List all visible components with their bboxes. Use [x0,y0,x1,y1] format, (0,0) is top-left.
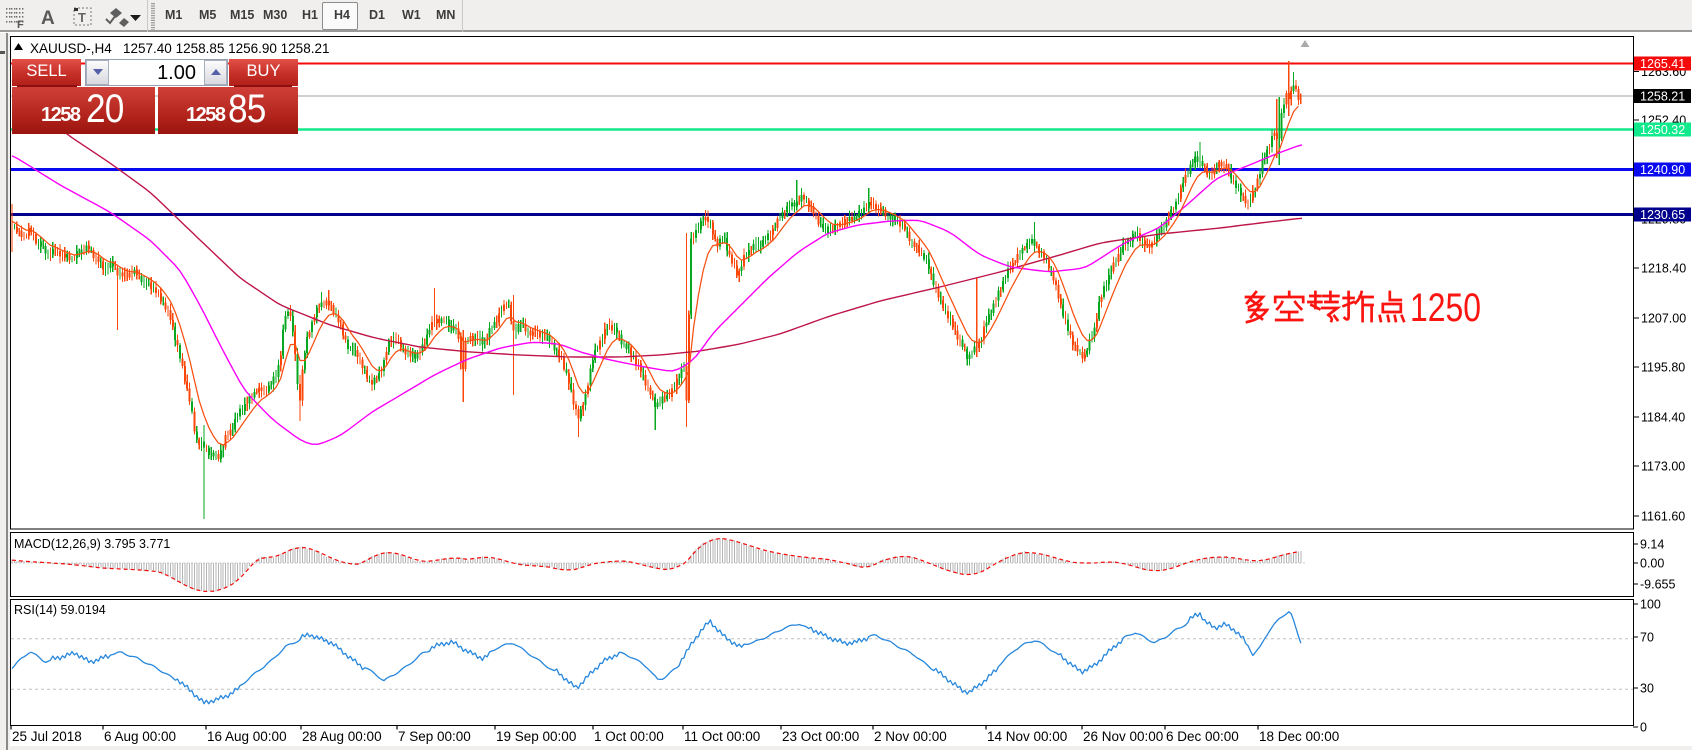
svg-text:1 Oct 00:00: 1 Oct 00:00 [594,729,664,744]
svg-text:1173.00: 1173.00 [1641,460,1685,474]
svg-text:1250: 1250 [1410,286,1481,330]
svg-text:MACD(12,26,9) 3.795 3.771: MACD(12,26,9) 3.795 3.771 [14,537,170,551]
svg-text:1265.41: 1265.41 [1640,57,1685,71]
svg-text:0: 0 [1640,721,1647,735]
svg-text:26 Nov 00:00: 26 Nov 00:00 [1083,729,1163,744]
svg-text:2 Nov 00:00: 2 Nov 00:00 [874,729,947,744]
svg-text:1240.90: 1240.90 [1640,163,1685,177]
svg-text:23 Oct 00:00: 23 Oct 00:00 [782,729,859,744]
svg-text:30: 30 [1640,682,1654,696]
svg-text:1250.32: 1250.32 [1640,123,1685,137]
svg-text:25 Jul 2018: 25 Jul 2018 [12,729,82,744]
svg-text:28 Aug 00:00: 28 Aug 00:00 [302,729,382,744]
svg-text:0.00: 0.00 [1640,557,1664,571]
svg-text:70: 70 [1640,631,1654,645]
svg-text:1195.80: 1195.80 [1641,361,1685,375]
svg-text:1230.65: 1230.65 [1640,208,1685,222]
svg-text:14 Nov 00:00: 14 Nov 00:00 [987,729,1067,744]
svg-text:9.14: 9.14 [1640,538,1664,552]
svg-text:1207.00: 1207.00 [1641,312,1686,326]
svg-text:100: 100 [1640,598,1661,612]
svg-text:T: T [78,10,86,25]
svg-text:18 Dec 00:00: 18 Dec 00:00 [1259,729,1339,744]
svg-text:F: F [17,19,24,31]
svg-text:1161.60: 1161.60 [1641,510,1685,524]
svg-text:19 Sep 00:00: 19 Sep 00:00 [496,729,576,744]
svg-text:1218.40: 1218.40 [1641,262,1686,276]
svg-text:6 Dec 00:00: 6 Dec 00:00 [1166,729,1239,744]
svg-text:16 Aug 00:00: 16 Aug 00:00 [207,729,287,744]
svg-text:6 Aug 00:00: 6 Aug 00:00 [104,729,176,744]
svg-text:XAUUSD-,H4 1257.40 1258.85 1: XAUUSD-,H4 1257.40 1258.85 1256.90 1258.… [30,41,329,56]
svg-text:-9.655: -9.655 [1640,578,1675,592]
svg-text:A: A [41,8,55,29]
svg-text:7 Sep 00:00: 7 Sep 00:00 [398,729,471,744]
svg-text:RSI(14) 59.0194: RSI(14) 59.0194 [14,603,106,617]
svg-text:1258.21: 1258.21 [1640,90,1685,104]
svg-text:11 Oct 00:00: 11 Oct 00:00 [684,729,760,744]
svg-text:1184.40: 1184.40 [1641,411,1685,425]
